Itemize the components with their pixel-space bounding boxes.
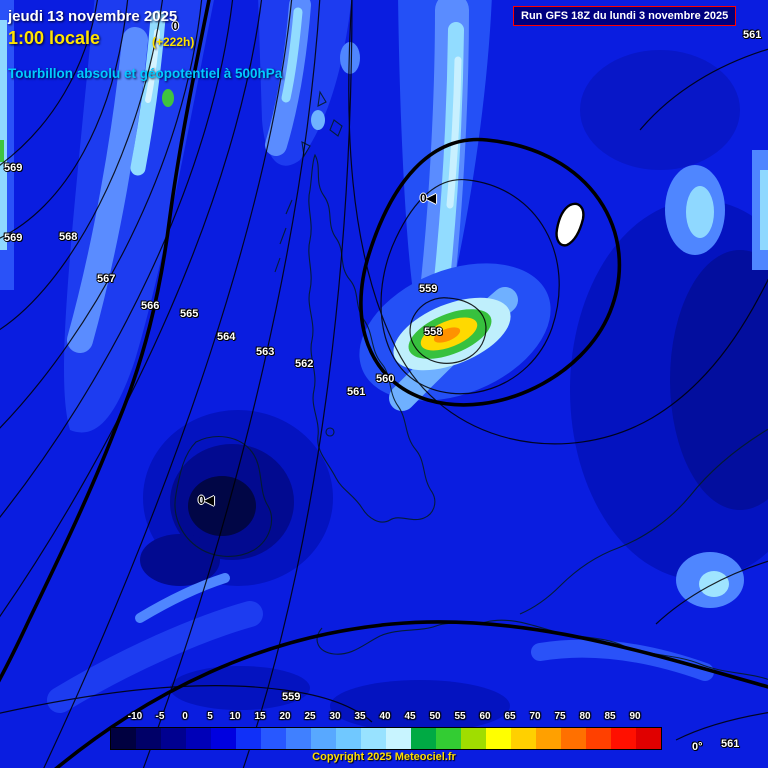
colorbar-tick: 75 [554,711,566,722]
colorbar-cell [511,728,536,749]
contour-label: 558 [424,326,443,338]
colorbar-cell [136,728,161,749]
colorbar-cell [636,728,661,749]
colorbar-tick: -5 [155,711,165,722]
colorbar-tick: -10 [127,711,143,722]
colorbar-tick: 25 [304,711,316,722]
contour-label: 559 [282,691,301,703]
colorbar-tick: 55 [454,711,466,722]
colorbar-tick: 10 [229,711,241,722]
colorbar-cell [111,728,136,749]
colorbar-cell [311,728,336,749]
colorbar-cell [411,728,436,749]
forecast-hour-offset: (+222h) [152,35,195,49]
colorbar-cell [261,728,286,749]
colorbar-tick: 70 [529,711,541,722]
colorbar-cell [586,728,611,749]
colorbar-tick: 15 [254,711,266,722]
colorbar-cell [611,728,636,749]
colorbar-tick: 0 [182,711,188,722]
colorbar-tick: 35 [354,711,366,722]
colorbar-tick: 45 [404,711,416,722]
colorbar-tick: 65 [504,711,516,722]
contour-label: 568 [59,231,78,243]
colorbar-cell [486,728,511,749]
contour-label: 569 [4,162,23,174]
colorbar-tick: 40 [379,711,391,722]
colorbar-tick: 30 [329,711,341,722]
colorbar-cell [336,728,361,749]
colorbar-cell [186,728,211,749]
forecast-date: jeudi 13 novembre 2025 [8,8,178,25]
contour-label: 566 [141,300,160,312]
colorbar-tick: 90 [629,711,641,722]
colorbar-tick: 60 [479,711,491,722]
colorbar-tick: 5 [207,711,213,722]
contour-label: 561 [721,738,740,750]
white-zero-region [555,202,585,247]
colorbar-tick: 80 [579,711,591,722]
colorbar [110,727,662,750]
colorbar-cell [436,728,461,749]
contour-label: 560 [376,373,395,385]
contour-label: 561 [743,29,762,41]
colorbar-cell [386,728,411,749]
forecast-time: 1:00 locale [8,28,101,48]
colorbar-cell [536,728,561,749]
colorbar-cell [286,728,311,749]
colorbar-tick: 85 [604,711,616,722]
contour-label: 559 [419,283,438,295]
zero-contour-label: 0◀ [198,493,214,507]
colorbar-cell [236,728,261,749]
colorbar-cell [211,728,236,749]
model-run-info: Run GFS 18Z du lundi 3 novembre 2025 [513,6,737,26]
copyright-text: Copyright 2025 Meteociel.fr [312,751,456,763]
contour-label: 562 [295,358,314,370]
zero-contour-label: 0 [172,19,179,33]
colorbar-cell [361,728,386,749]
colorbar-cell [561,728,586,749]
colorbar-cell [161,728,186,749]
colorbar-cell [461,728,486,749]
colorbar-tick: 20 [279,711,291,722]
zero-contour-label: 0◀ [420,191,436,205]
colorbar-tick: 50 [429,711,441,722]
contour-label: 569 [4,232,23,244]
contour-label: 564 [217,331,236,343]
chart-title: Tourbillon absolu et géopotentiel à 500h… [8,66,283,81]
contour-label: 567 [97,273,116,285]
contour-label: 563 [256,346,275,358]
coastlines [174,90,768,680]
contour-label: 0° [692,741,703,753]
contour-label: 561 [347,386,366,398]
contour-label: 565 [180,308,199,320]
